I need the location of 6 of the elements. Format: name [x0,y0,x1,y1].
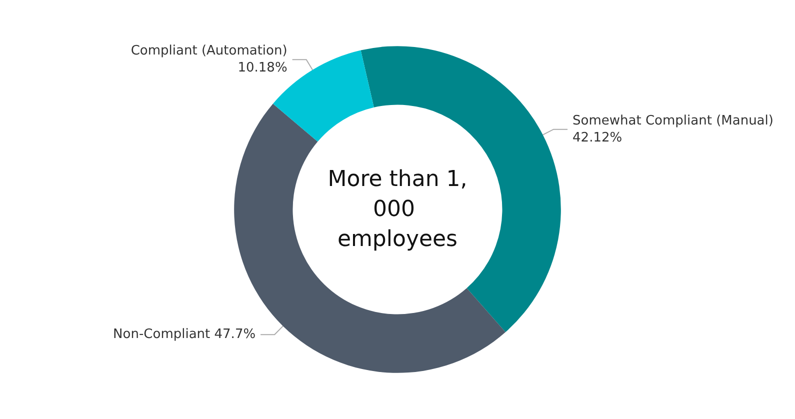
slice-label: Non-Compliant 47.7% [113,327,256,342]
slice-label: Compliant (Automation) [130,44,288,59]
text: More than 1,000 employees [328,167,468,252]
slice-label: Somewhat Compliant (Manual) [572,113,774,128]
data-label: 10.18% [238,60,288,76]
data-label: 42.12% [572,130,622,146]
